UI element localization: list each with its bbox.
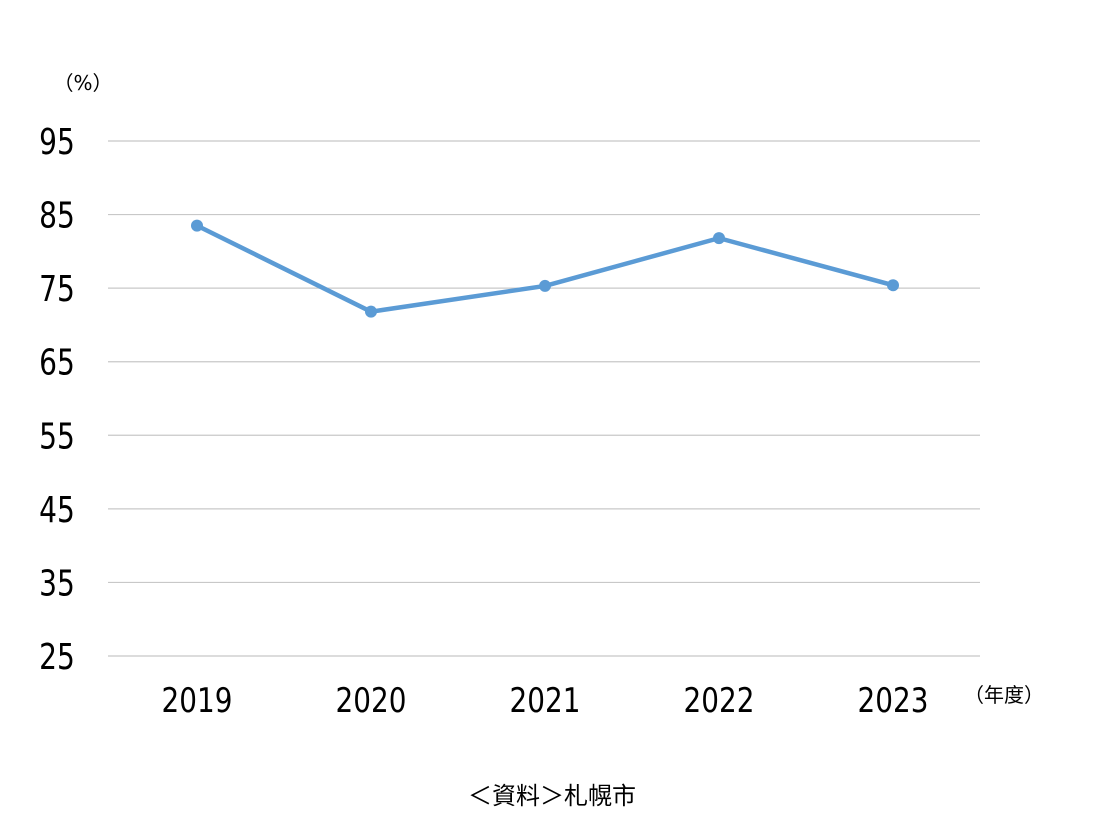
series-line: [194, 223, 896, 314]
y-tick-label: 55: [39, 415, 75, 457]
y-tick-label: 45: [39, 488, 75, 530]
series-layer: [191, 219, 899, 318]
x-tick-label: 2023: [858, 681, 929, 720]
y-tick-label: 75: [39, 268, 75, 310]
y-tick-label: 35: [39, 562, 75, 604]
x-tick-label: 2021: [510, 681, 581, 720]
y-axis-tick-labels: 95 85 75 65 55 45 35 25: [39, 121, 75, 678]
data-point-2022: [713, 232, 725, 245]
y-tick-label: 95: [39, 121, 75, 163]
y-tick-label: 85: [39, 194, 75, 236]
y-tick-label: 25: [39, 636, 75, 678]
x-tick-label: 2019: [162, 681, 233, 720]
gridlines: [108, 140, 980, 657]
x-tick-label: 2020: [336, 681, 407, 720]
y-axis-unit-label: （%）: [53, 71, 112, 95]
data-point-2021: [539, 279, 551, 292]
x-axis-unit-label: （年度）: [964, 683, 1044, 707]
data-point-2020: [365, 305, 377, 318]
x-tick-label: 2022: [684, 681, 755, 720]
data-point-2023: [887, 279, 899, 292]
data-point-2019: [191, 219, 203, 232]
x-axis-tick-labels: 2019 2020 2021 2022 2023: [162, 681, 929, 720]
y-tick-label: 65: [39, 341, 75, 383]
source-note: ＜資料＞札幌市: [468, 782, 636, 810]
